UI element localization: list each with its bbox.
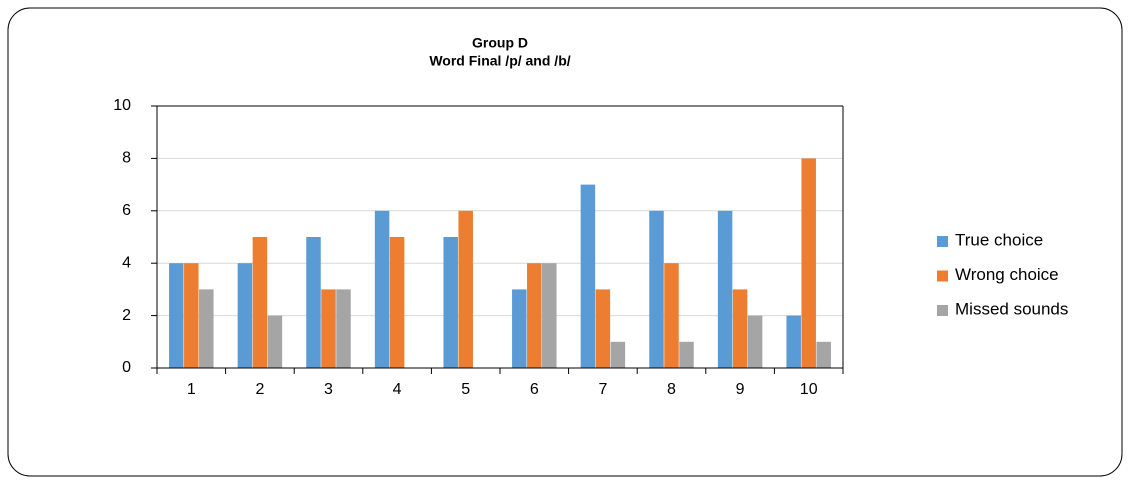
- x-tick-label: 8: [667, 381, 676, 398]
- bar: [336, 289, 351, 368]
- bar: [801, 158, 816, 368]
- bar: [374, 210, 390, 368]
- bar: [321, 289, 336, 368]
- x-tick-label: 5: [461, 381, 470, 398]
- bar: [389, 237, 405, 368]
- legend-label: Wrong choice: [955, 265, 1059, 284]
- y-tick-label: 10: [113, 97, 131, 114]
- legend-swatch: [937, 270, 948, 282]
- bar: [542, 263, 557, 368]
- y-tick-label: 2: [122, 307, 131, 324]
- chart-subtitle: Word Final /p/ and /b/: [429, 53, 570, 69]
- x-tick-label: 2: [255, 381, 264, 398]
- bar: [649, 210, 664, 368]
- y-tick-label: 6: [122, 202, 131, 219]
- legend-swatch: [937, 305, 948, 316]
- chart-title: Group D: [472, 35, 528, 51]
- bar: [595, 289, 611, 368]
- legend-label: Missed sounds: [955, 299, 1068, 318]
- bar: [458, 210, 473, 368]
- y-tick-label: 0: [122, 359, 131, 376]
- bar: [816, 341, 831, 368]
- bar: [732, 289, 748, 368]
- bar: [786, 315, 801, 368]
- x-tick-label: 9: [736, 381, 745, 398]
- bar: [527, 263, 542, 368]
- bar: [679, 341, 694, 368]
- bar: [252, 237, 268, 368]
- legend-swatch: [937, 236, 948, 247]
- bar: [237, 263, 253, 368]
- bar: [443, 237, 458, 368]
- x-tick-label: 4: [393, 381, 402, 398]
- bar: [184, 263, 199, 368]
- bar: [717, 210, 733, 368]
- legend-label: True choice: [955, 230, 1043, 249]
- y-tick-label: 8: [122, 150, 131, 167]
- bar: [580, 184, 596, 368]
- x-tick-label: 7: [598, 381, 607, 398]
- x-tick-label: 3: [324, 381, 333, 398]
- y-tick-label: 4: [122, 254, 131, 271]
- bar: [169, 263, 184, 368]
- bar: [664, 263, 679, 368]
- bar: [306, 237, 321, 368]
- x-tick-label: 1: [187, 381, 196, 398]
- bar: [267, 315, 283, 368]
- bar: [747, 315, 763, 368]
- bar: [199, 289, 214, 368]
- x-tick-label: 6: [530, 381, 539, 398]
- x-tick-label: 10: [800, 381, 818, 398]
- bar: [512, 289, 527, 368]
- bar: [610, 341, 626, 368]
